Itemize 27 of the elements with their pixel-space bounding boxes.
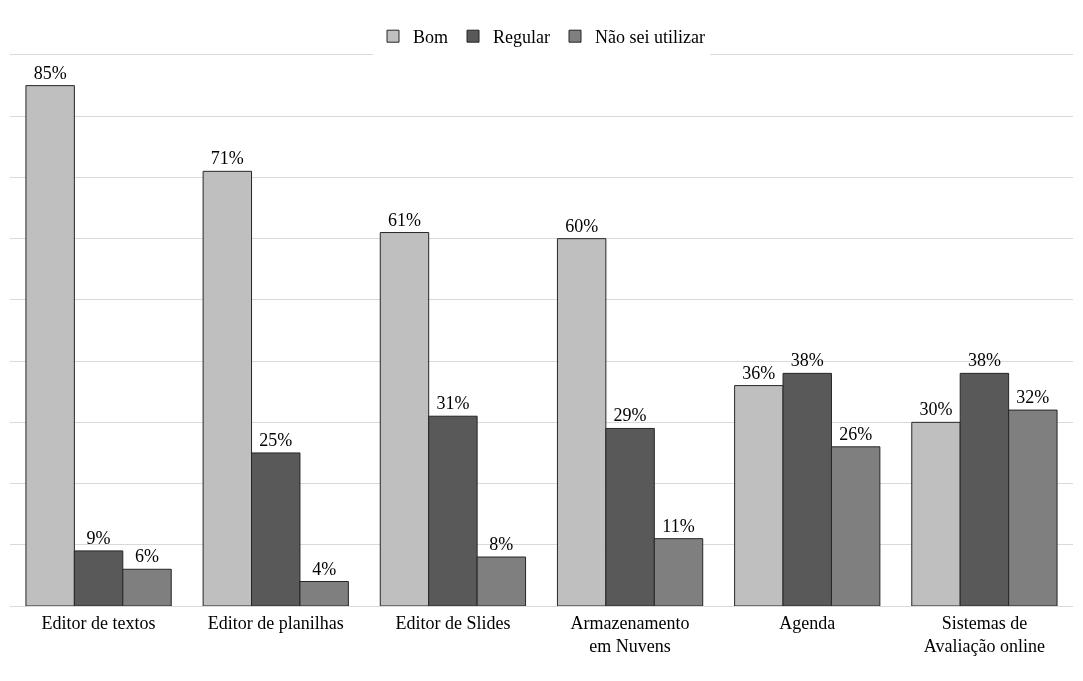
x-tick-label: Sistemas de Avaliação online [923,612,1045,656]
data-label: 38% [967,350,1001,371]
data-label: 36% [742,362,776,383]
legend-label: Não sei utilizar [595,27,705,48]
legend-label: Bom [413,27,449,48]
x-tick-label: Editor de textos [41,612,156,633]
data-label: 25% [259,429,293,450]
data-label: 85% [33,62,67,83]
data-label: 6% [135,546,160,567]
x-tick-label: Agenda [779,612,836,633]
x-tick-label: Armazenamento em Nuvens [570,612,690,656]
data-label: 31% [436,393,470,414]
data-label: 8% [489,534,514,555]
x-tick-label: Editor de planilhas [207,612,344,633]
legend-label: Regular [493,27,550,48]
data-label: 4% [312,558,337,579]
data-label: 29% [613,405,647,426]
data-label: 11% [662,515,695,536]
data-label: 61% [387,209,421,230]
x-tick-label: Editor de Slides [395,612,511,633]
data-label: 30% [919,399,953,420]
data-label: 38% [790,350,824,371]
data-label: 26% [839,423,873,444]
data-label: 60% [565,215,599,236]
data-label: 9% [86,527,111,548]
data-label: 32% [1016,387,1050,408]
data-label: 71% [210,148,244,169]
